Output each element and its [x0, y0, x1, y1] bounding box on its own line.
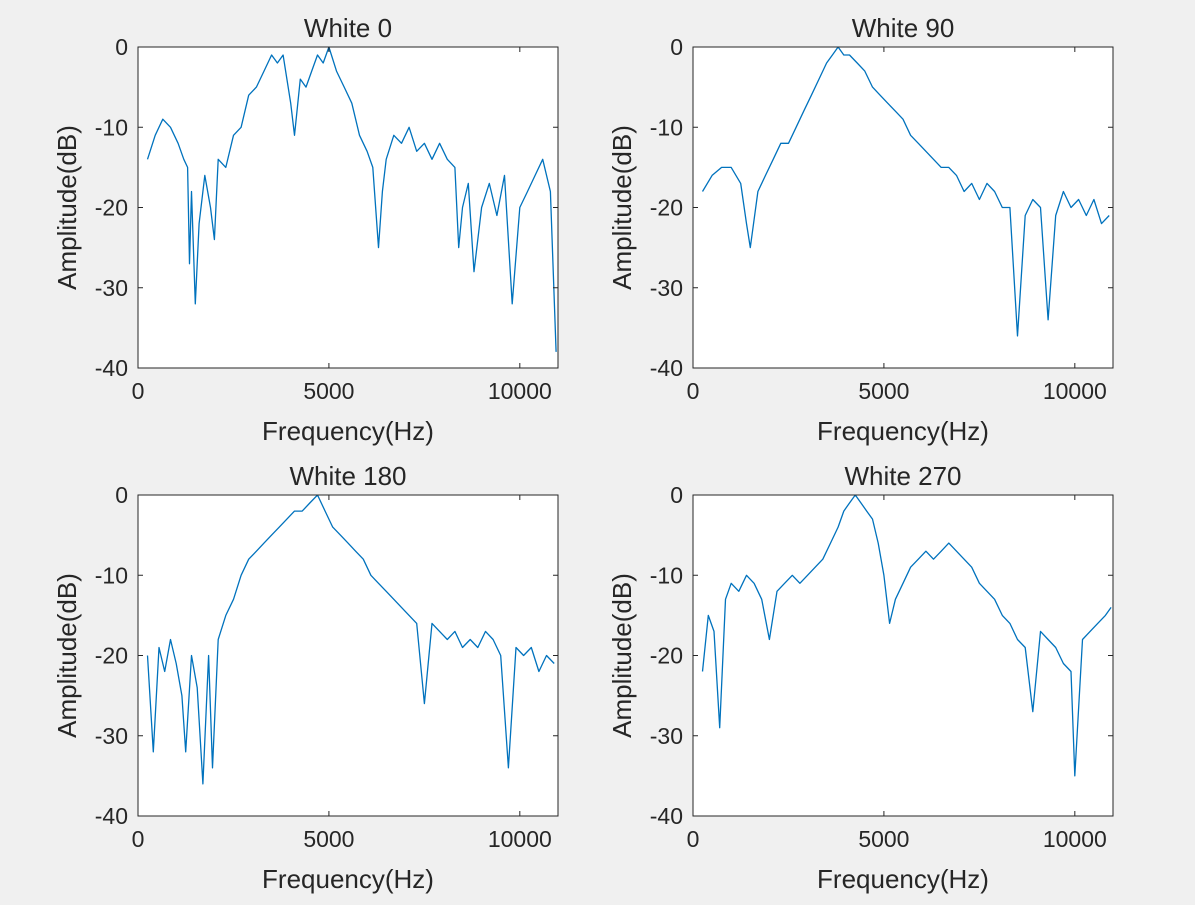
- x-tick-label: 0: [132, 378, 145, 404]
- y-tick-label: -20: [650, 643, 683, 669]
- series-line-1: [701, 47, 1110, 337]
- x-axis-label: Frequency(Hz): [817, 416, 989, 446]
- chart-title: White 90: [852, 13, 955, 43]
- chart-title: White 0: [304, 13, 392, 43]
- y-tick-label: -20: [650, 195, 683, 221]
- x-tick-label: 10000: [488, 826, 552, 852]
- series-line-1: [701, 495, 1112, 777]
- y-tick-label: -30: [650, 275, 683, 301]
- subplot-4: 0 5000 10000 0 -10 -20 -30 -40 White 270 Frequenc…: [607, 461, 1114, 894]
- plot-area: [693, 47, 1113, 368]
- y-tick-label: -10: [650, 562, 683, 588]
- y-axis-label: Amplitude(dB): [52, 573, 82, 738]
- y-tick-label: 0: [115, 482, 128, 508]
- x-tick-label: 5000: [858, 826, 909, 852]
- y-tick-label: -40: [95, 355, 128, 381]
- x-tick-label: 10000: [488, 378, 552, 404]
- y-tick-label: 0: [670, 482, 683, 508]
- y-tick-label: -10: [95, 562, 128, 588]
- y-tick-label: -30: [650, 723, 683, 749]
- y-tick-label: -40: [95, 803, 128, 829]
- x-tick-label: 0: [687, 826, 700, 852]
- y-tick-label: 0: [670, 34, 683, 60]
- subplot-2: 0 5000 10000 0 -10 -20 -30 -40 White 90 Frequency…: [607, 13, 1114, 446]
- x-tick-label: 5000: [303, 378, 354, 404]
- y-tick-label: -20: [95, 195, 128, 221]
- y-axis-label: Amplitude(dB): [607, 125, 637, 290]
- x-tick-label: 0: [132, 826, 145, 852]
- series-line-1: [146, 47, 557, 352]
- series-line-1: [146, 495, 555, 785]
- x-tick-label: 0: [687, 378, 700, 404]
- y-axis-label: Amplitude(dB): [607, 573, 637, 738]
- x-tick-label: 10000: [1043, 378, 1107, 404]
- y-axis-label: Amplitude(dB): [52, 125, 82, 290]
- y-tick-label: -30: [95, 275, 128, 301]
- chart-title: White 180: [289, 461, 406, 491]
- y-tick-label: -10: [95, 114, 128, 140]
- subplot-3: 0 5000 10000 0 -10 -20 -30 -40 White 180 Frequenc…: [52, 461, 559, 894]
- y-tick-label: -40: [650, 803, 683, 829]
- subplot-1: 0 5000 10000 0 -10 -20 -30 -40 White 0 Frequency(…: [52, 13, 559, 446]
- x-tick-label: 5000: [303, 826, 354, 852]
- y-tick-label: 0: [115, 34, 128, 60]
- x-axis-label: Frequency(Hz): [262, 416, 434, 446]
- x-axis-label: Frequency(Hz): [262, 864, 434, 894]
- x-tick-label: 10000: [1043, 826, 1107, 852]
- y-tick-label: -20: [95, 643, 128, 669]
- x-tick-label: 5000: [858, 378, 909, 404]
- plot-area: [693, 495, 1113, 816]
- subplot-grid: 0 5000 10000 0 -10 -20 -30 -40 White 0 Frequency(…: [52, 13, 1114, 894]
- chart-title: White 270: [844, 461, 961, 491]
- y-tick-label: -40: [650, 355, 683, 381]
- x-axis-label: Frequency(Hz): [817, 864, 989, 894]
- plot-area: [138, 47, 558, 368]
- y-tick-label: -30: [95, 723, 128, 749]
- y-tick-label: -10: [650, 114, 683, 140]
